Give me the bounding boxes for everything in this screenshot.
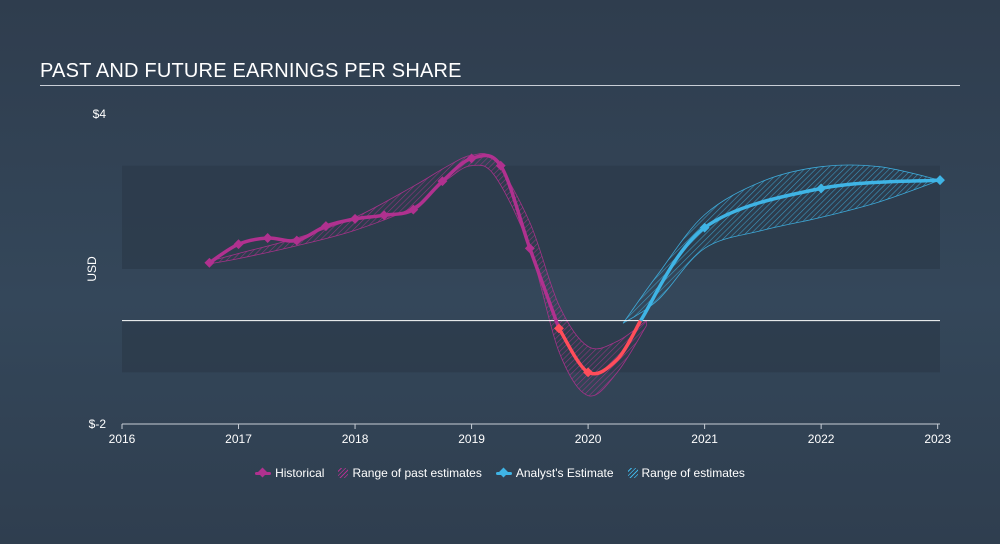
title-divider <box>40 85 960 86</box>
y-axis-label: USD <box>85 256 99 282</box>
legend-future-range[interactable]: Range of estimates <box>627 466 745 480</box>
past-range-hatch-icon <box>338 468 349 478</box>
estimate-point <box>583 367 594 378</box>
legend-past-range[interactable]: Range of past estimates <box>338 466 482 480</box>
axes: $4 $-2 USD 2016 2017 2018 2019 2020 2021 2022 2… <box>85 107 951 446</box>
grid-band <box>122 320 940 373</box>
x-tick-label: 2020 <box>575 432 602 446</box>
historical-point <box>291 235 302 246</box>
chart-title: PAST AND FUTURE EARNINGS PER SHARE <box>40 60 462 82</box>
historical-point <box>204 257 215 268</box>
future-range-hatch-icon <box>627 468 638 478</box>
historical-point <box>408 204 419 215</box>
x-tick-label: 2023 <box>924 432 951 446</box>
legend-historical-label: Historical <box>275 466 325 480</box>
estimate-line <box>639 178 941 322</box>
negative-earnings-line <box>557 319 643 376</box>
historical-point <box>524 243 535 254</box>
historical-point <box>437 176 448 187</box>
historical-point <box>350 213 360 224</box>
legend: Historical Range of past estimates Analy… <box>0 466 1000 480</box>
x-tick-label: 2017 <box>225 432 252 446</box>
historical-point <box>554 323 564 334</box>
legend-future-range-label: Range of estimates <box>641 466 745 480</box>
x-tick-label: 2022 <box>808 432 835 446</box>
historical-point <box>379 210 390 221</box>
x-tick-label: 2019 <box>458 432 485 446</box>
x-tick-label: 2016 <box>109 432 136 446</box>
historical-point <box>466 153 477 164</box>
estimate-point <box>699 222 710 233</box>
series-markers <box>204 153 945 378</box>
legend-estimate[interactable]: Analyst's Estimate <box>495 466 614 480</box>
legend-historical[interactable]: Historical <box>255 466 324 480</box>
y-tick-bottom: $-2 <box>89 417 107 431</box>
x-ticks: 2016 2017 2018 2019 2020 2021 2022 2023 <box>109 424 951 446</box>
historical-point <box>233 239 244 250</box>
historical-point <box>320 221 331 232</box>
legend-past-range-label: Range of past estimates <box>352 466 482 480</box>
historical-line-icon <box>255 471 272 475</box>
estimate-point <box>816 183 827 194</box>
legend-estimate-label: Analyst's Estimate <box>515 466 614 480</box>
estimate-point <box>935 175 945 186</box>
historical-point <box>495 160 506 171</box>
estimate-line-icon <box>495 471 512 475</box>
x-tick-label: 2018 <box>342 432 369 446</box>
historical-point <box>262 233 273 243</box>
y-tick-top: $4 <box>93 107 107 121</box>
x-tick-label: 2021 <box>691 432 718 446</box>
